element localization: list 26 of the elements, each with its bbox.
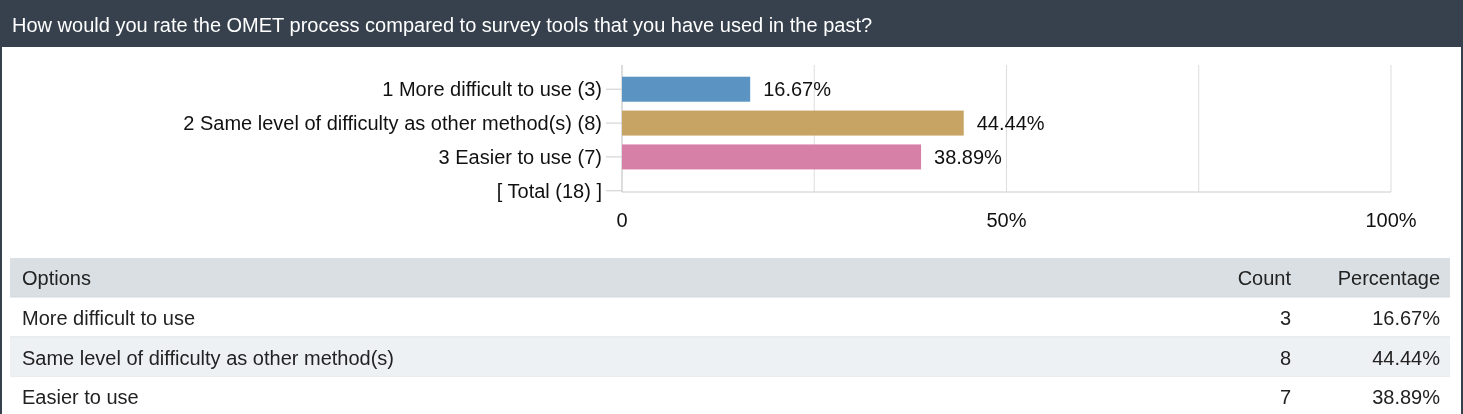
- text: Options: [22, 267, 91, 289]
- text: 38.89%: [1372, 386, 1441, 408]
- text: 44.44%: [1372, 347, 1441, 369]
- text: More difficult to use: [22, 307, 196, 329]
- text: 16.67%: [1372, 307, 1441, 329]
- bar: [622, 76, 751, 102]
- x-tick-label: 0: [616, 209, 628, 231]
- y-tick-label: 2 Same level of difficulty as other method(s) (8): [183, 112, 602, 135]
- data-label: 38.89%: [934, 145, 1003, 168]
- text: 7: [1279, 386, 1291, 408]
- text: Count: [1237, 267, 1292, 289]
- x-tick-label: 100%: [1365, 209, 1417, 231]
- text: 3: [1279, 307, 1291, 329]
- bar: [622, 144, 922, 170]
- bar: [622, 110, 964, 136]
- text: Easier to use: [22, 386, 139, 408]
- text: Same level of difficulty as other method(s): [22, 347, 395, 369]
- text: Percentage: [1337, 267, 1440, 289]
- x-tick-label: 50%: [986, 209, 1027, 231]
- data-label: 44.44%: [976, 112, 1045, 135]
- y-tick-label: 3 Easier to use (7): [438, 145, 602, 168]
- y-tick-label: [ Total (18) ]: [496, 179, 602, 202]
- text: How would you rate the OMET process compared to survey tools that you have used in the past?: [12, 14, 873, 36]
- text: 8: [1279, 347, 1291, 369]
- y-tick-label: 1 More difficult to use (3): [382, 78, 602, 101]
- data-label: 16.67%: [763, 78, 832, 101]
